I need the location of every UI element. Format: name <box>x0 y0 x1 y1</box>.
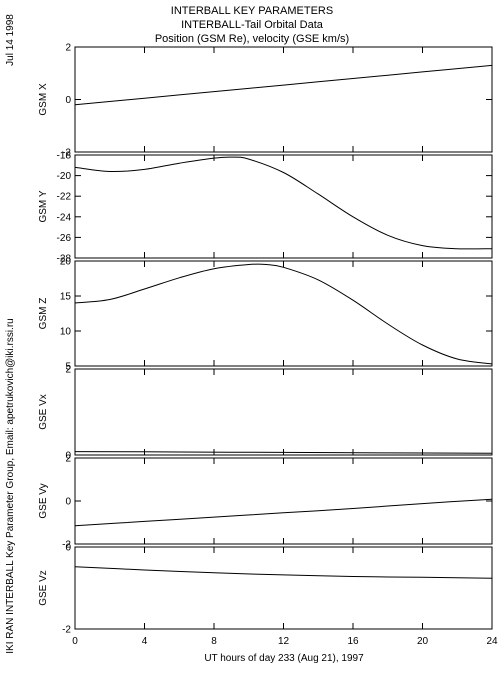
y-axis-label-4: GSE Vx <box>38 394 49 430</box>
chart-title-line-3: Position (GSM Re), velocity (GSE km/s) <box>155 33 349 45</box>
panel-frame-6 <box>74 546 493 630</box>
y-tick-label-1-2: 2 <box>65 43 71 54</box>
panel-frame-5 <box>74 457 493 545</box>
x-tick-label-0: 0 <box>72 636 78 647</box>
x-tick-label-1: 4 <box>142 636 148 647</box>
y-tick-label-5-2: 2 <box>65 454 71 465</box>
x-tick-label-2: 8 <box>211 636 217 647</box>
y-tick-label-4-1: 2 <box>65 365 71 376</box>
y-tick-label-6-0: -2 <box>62 625 71 636</box>
y-tick-label-3-1: 10 <box>60 327 72 338</box>
y-tick-label-2-1: -26 <box>57 233 72 244</box>
series-line-6 <box>74 566 493 579</box>
y-tick-label-4-0: 0 <box>65 451 71 462</box>
x-tick-label-3: 12 <box>278 636 290 647</box>
plot-date: Jul 14 1998 <box>5 14 16 66</box>
y-axis-label-3: GSM Z <box>38 298 49 330</box>
chart-title-line-2: INTERBALL-Tail Orbital Data <box>181 19 324 31</box>
y-tick-label-5-0: -2 <box>62 540 71 551</box>
y-axis-label-6: GSE Vz <box>38 570 49 606</box>
y-tick-label-3-0: 5 <box>65 362 71 373</box>
series-line-5 <box>74 498 493 527</box>
y-tick-label-6-1: 0 <box>65 543 71 554</box>
y-tick-label-2-2: -24 <box>57 212 72 223</box>
y-tick-label-1-0: -2 <box>62 148 71 159</box>
x-tick-label-6: 24 <box>486 636 498 647</box>
y-tick-label-3-3: 20 <box>60 257 72 268</box>
panel-frame-4 <box>74 368 493 456</box>
x-tick-label-5: 20 <box>417 636 429 647</box>
series-line-2 <box>74 156 493 250</box>
series-line-3 <box>74 263 493 365</box>
panel-frame-1 <box>74 46 493 153</box>
chart-title-line-1: INTERBALL KEY PARAMETERS <box>171 5 333 17</box>
y-tick-label-5-1: 0 <box>65 497 71 508</box>
series-line-4 <box>74 451 493 454</box>
y-axis-label-5: GSE Vy <box>38 483 49 518</box>
y-tick-label-2-5: -18 <box>57 151 72 162</box>
y-axis-label-2: GSM Y <box>38 190 49 222</box>
side-credit: IKI RAN INTERBALL Key Parameter Group, E… <box>5 318 16 653</box>
y-axis-label-1: GSM X <box>38 83 49 116</box>
y-tick-label-2-4: -20 <box>57 171 72 182</box>
y-tick-label-1-1: 0 <box>65 95 71 106</box>
series-line-1 <box>74 64 493 106</box>
panel-frame-3 <box>74 260 493 367</box>
y-tick-label-3-2: 15 <box>60 292 72 303</box>
x-tick-label-4: 16 <box>347 636 359 647</box>
y-tick-label-2-3: -22 <box>57 192 72 203</box>
x-axis-label: UT hours of day 233 (Aug 21), 1997 <box>204 653 364 664</box>
y-tick-label-2-0: -28 <box>57 254 72 265</box>
